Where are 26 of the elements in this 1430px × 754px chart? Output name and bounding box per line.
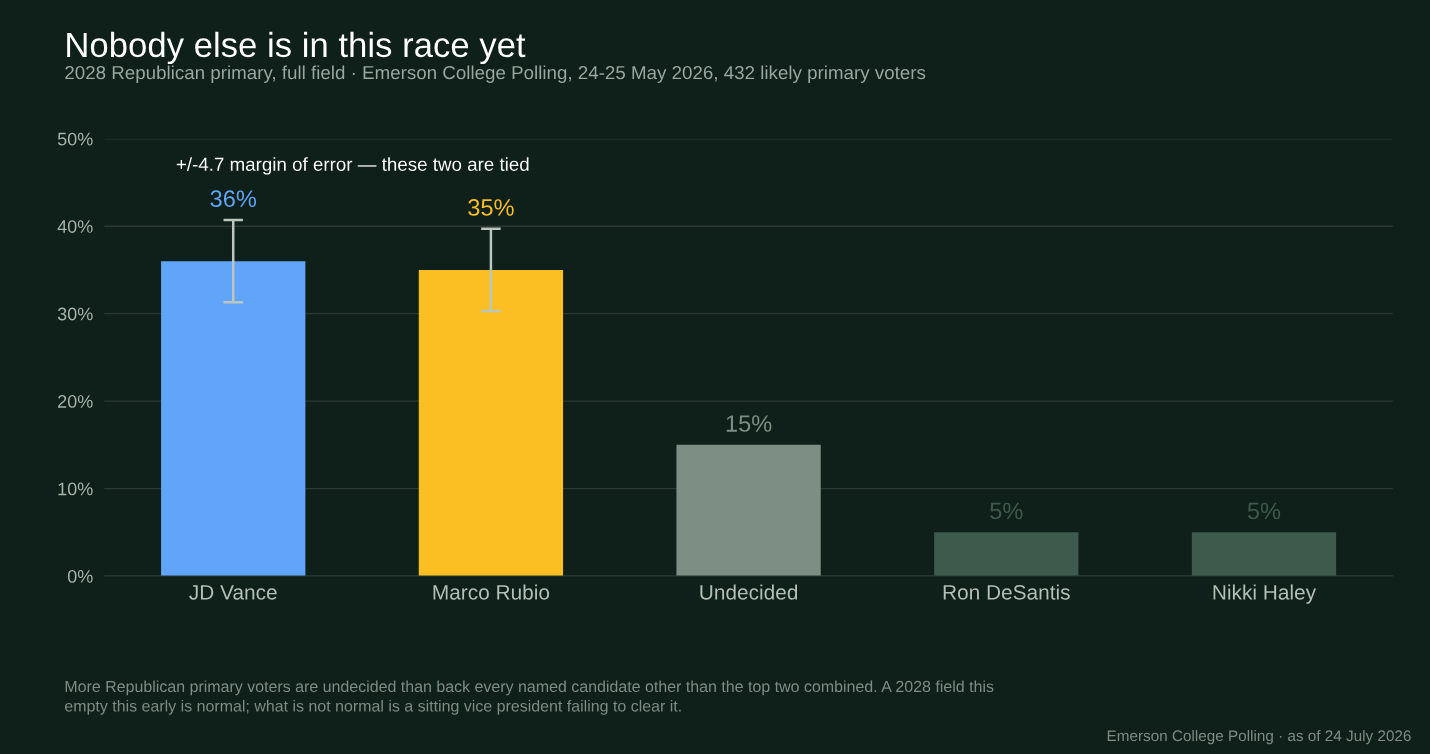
x-tick-label: JD Vance [189,585,277,600]
bar [418,269,564,577]
chart-title: Nobody else is in this race yet [67,31,526,65]
y-tick-label: 50% [57,132,93,146]
bar [1191,532,1337,577]
y-tick-label: 20% [58,395,93,408]
y-tick-label: 30% [57,307,93,321]
x-tick-label: Undecided [700,584,798,600]
y-tick-label: 40% [57,220,93,233]
bar [161,261,306,577]
annotation: +/-4.7 margin of error — these two are tied [176,157,529,175]
data-label: 15% [726,415,772,432]
x-tick-label: Nikki Haley [1213,584,1317,604]
data-label: 36% [210,190,257,208]
text: More Republican primary voters are undecided than back every named candidate other than the top two combined. A 2028 field this empty this early is normal; what is not normal is a sitting vice president failing to clear it. [65,680,994,715]
chart-subtitle: 2028 Republican primary, full field · Emerson College Polling, 24-25 May 2026, 432 likely primary voters [65,65,926,83]
bar [676,444,821,577]
bar [934,532,1079,577]
y-tick-label: 10% [58,482,93,496]
data-label: 5% [1247,502,1281,520]
text: Emerson College Polling · as of 24 July 2026 [1107,729,1411,745]
x-tick-label: Marco Rubio [433,584,550,600]
x-tick-label: Ron DeSantis [943,584,1070,600]
data-label: 5% [990,502,1023,520]
data-label: 35% [468,199,514,216]
y-tick-label: 0% [67,569,93,583]
